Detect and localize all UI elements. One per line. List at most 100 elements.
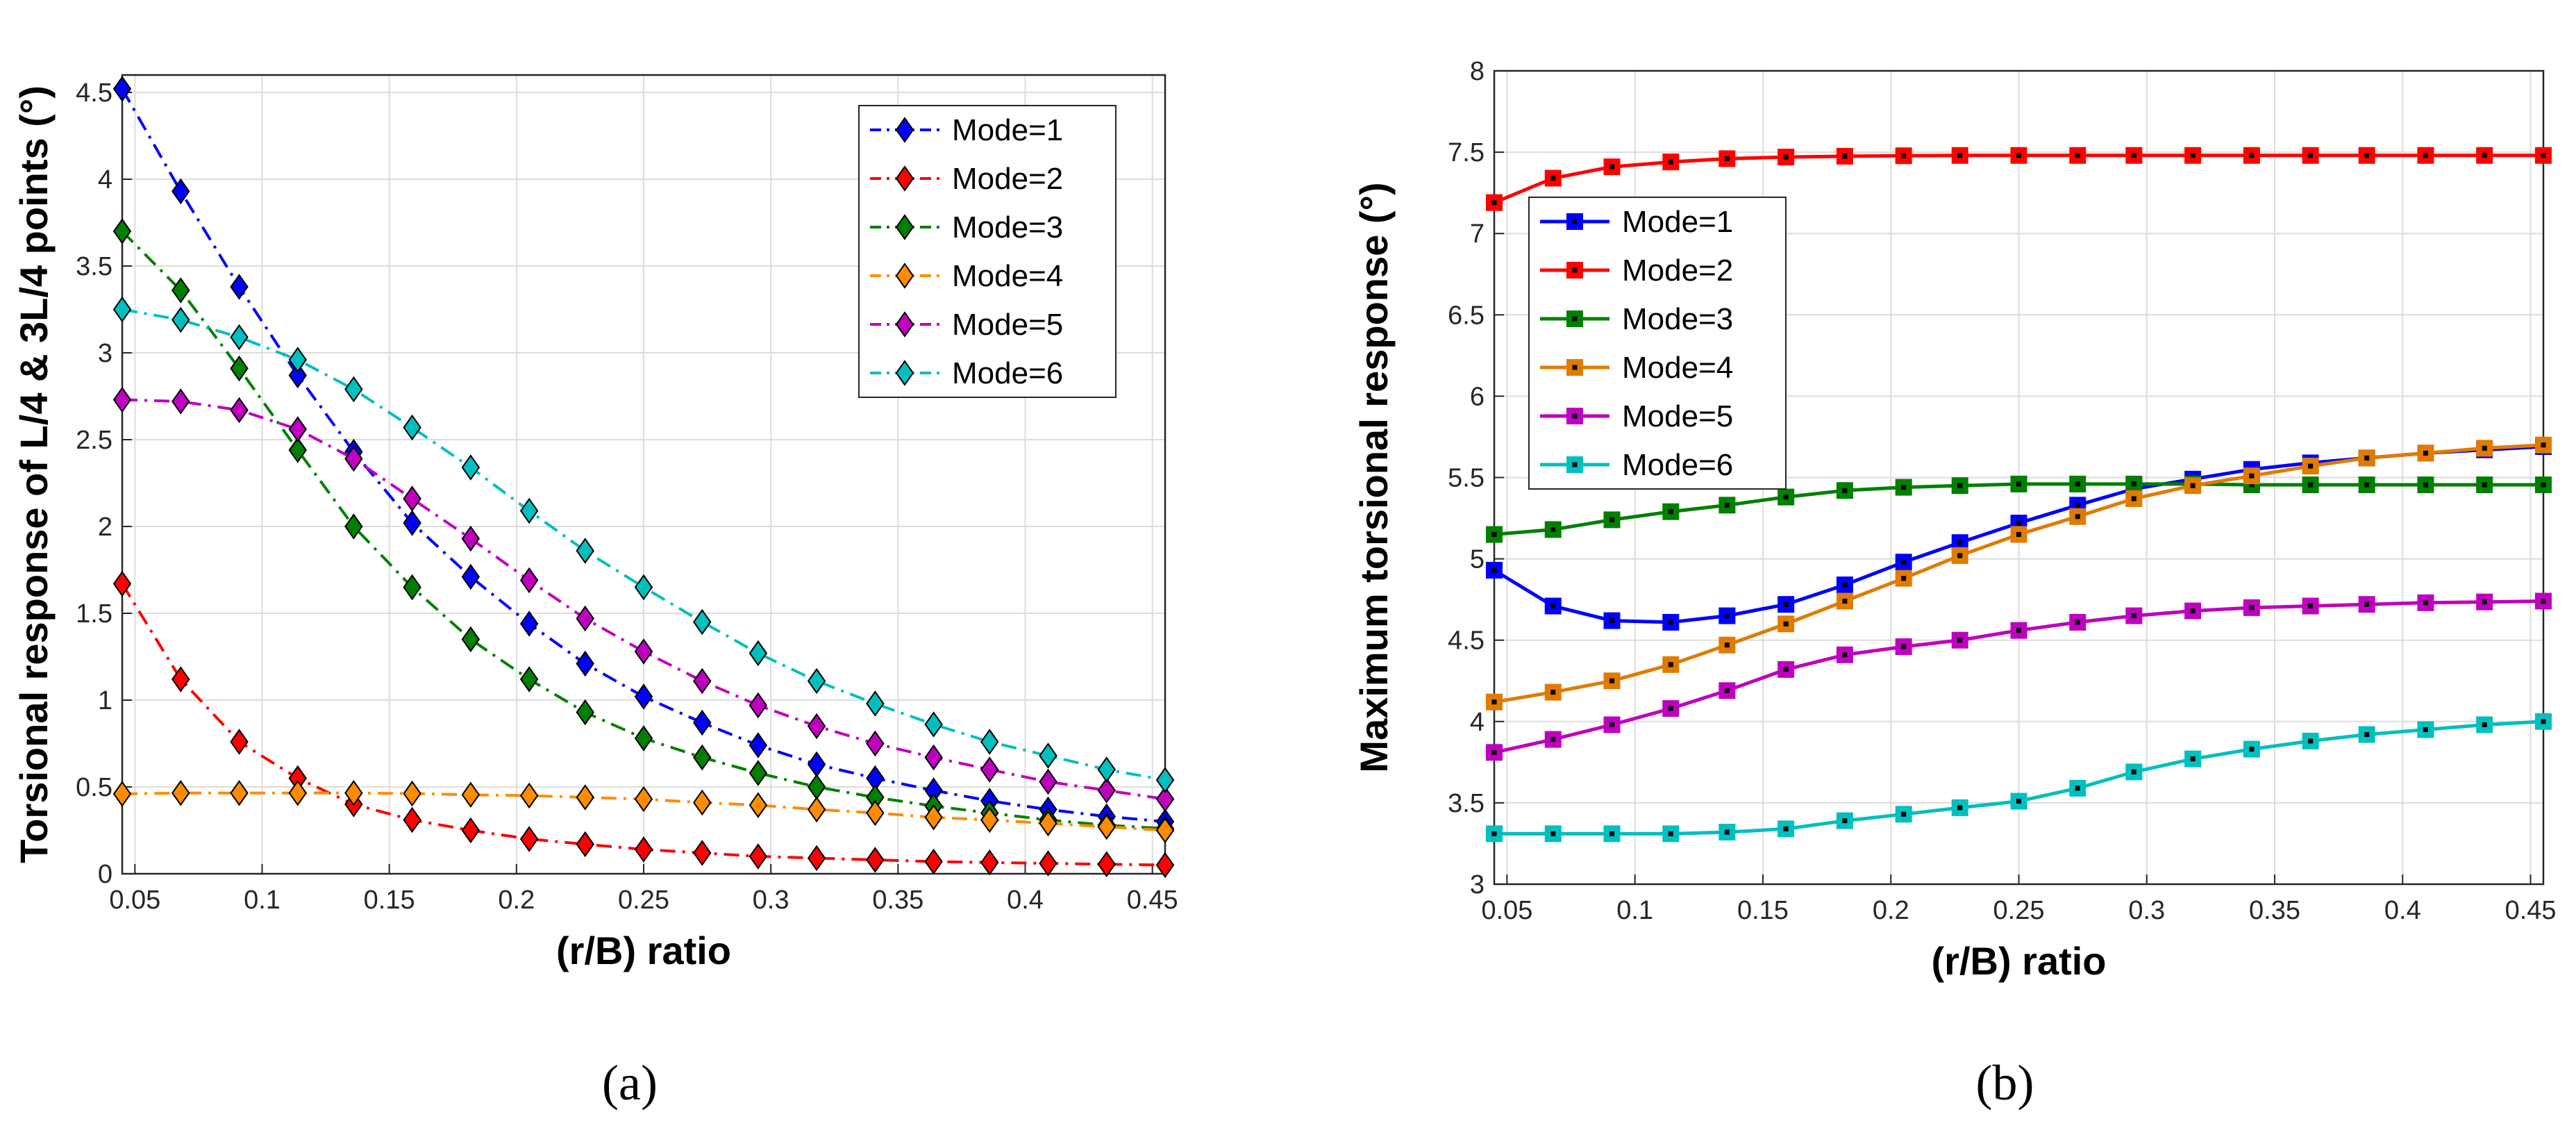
data-point-center [1724,642,1730,648]
data-point-center [2131,769,2136,774]
data-point-center [2131,153,2136,158]
x-tick-label: 0.15 [1737,896,1789,925]
data-point-center [2482,445,2487,451]
data-point-center [1783,621,1789,626]
data-point [807,796,826,823]
legend-label: Mode=5 [952,308,1063,342]
legend: Mode=1 Mode=2 Mode=3 Mode=4 Mode=5 Mode=6 [858,105,1116,398]
data-point-center [2075,481,2080,487]
data-point-center [2541,153,2546,158]
x-tick-label: 0.4 [1007,886,1044,915]
data-point-center [2364,455,2370,460]
data-point [924,711,943,738]
data-point [344,513,363,540]
data-point [519,611,539,637]
data-point-center [1609,164,1615,169]
data-point-center [1901,153,1907,158]
data-point-center [2249,747,2255,752]
data-point-center [2482,153,2487,158]
data-point [693,709,712,736]
data-point-center [1609,831,1615,836]
data-point-center [2075,502,2080,508]
data-point [693,789,712,816]
data-point [288,362,308,389]
data-point-center [2249,482,2255,488]
data-point-center [2308,604,2314,609]
x-tick-label: 0.4 [2384,896,2421,925]
data-point-center [1901,644,1907,649]
data-point-center [2016,520,2021,526]
data-point-center [1668,662,1673,667]
legend-marker-center [1572,316,1578,322]
data-point-center [1491,699,1497,705]
data-point [1097,756,1116,783]
data-point [1155,786,1175,813]
legend-marker [895,263,914,289]
data-point-center [1957,483,1963,488]
legend-marker-center [1572,219,1578,224]
data-point-center [1783,826,1789,831]
data-point [461,817,480,844]
data-point [866,847,885,873]
data-point-center [1609,678,1615,683]
data-point-center [1901,485,1907,490]
data-point [866,690,885,717]
data-point [344,376,363,403]
data-point [693,744,712,771]
legend-label: Mode=6 [1622,448,1733,482]
data-point-center [2075,786,2080,791]
data-point [693,608,712,636]
data-point-center [1609,618,1615,624]
data-point [1039,742,1057,769]
data-point [1097,851,1116,877]
data-point [519,826,539,852]
data-point-center [2249,605,2255,611]
y-tick-label: 3 [98,339,112,368]
data-point-center [2016,531,2021,537]
data-point-center [2423,727,2428,733]
y-tick-label: 1 [98,686,112,715]
data-point-center [1668,706,1673,711]
data-point [461,454,480,481]
legend-label: Mode=3 [952,210,1063,244]
data-point [230,780,249,806]
data-point-center [2541,482,2546,488]
y-tick-label: 5.5 [1448,464,1484,493]
x-tick-label: 0.45 [1127,886,1178,915]
series-4 [1486,436,2552,711]
y-tick-label: 0 [98,860,112,889]
data-point-center [2482,482,2487,488]
data-point [576,650,594,677]
data-point [403,574,421,601]
legend-marker-center [1572,413,1578,419]
y-tick-label: 6.5 [1448,301,1484,330]
data-point-center [1724,829,1730,835]
data-point-center [2364,732,2370,738]
data-point [924,744,943,771]
data-point-center [2308,738,2314,744]
panel-caption: (b) [1976,1055,2034,1111]
y-tick-label: 3.5 [76,252,112,281]
data-point [230,274,249,300]
series-2 [112,570,1175,879]
data-point-center [2249,153,2255,158]
legend-marker [895,165,914,192]
data-point [461,781,480,808]
y-axis-label: Maximum torsional response (°) [1352,182,1396,772]
panel-b: 0.05 0.1 0.15 0.2 0.25 0.3 0.35 0.4 0.45 3 3.5 4 4.5… [1352,57,2557,1111]
data-point [924,804,943,831]
data-point [807,713,826,740]
data-point [112,76,132,102]
x-tick-label: 0.2 [498,886,535,915]
legend-label: Mode=1 [952,113,1063,147]
data-point-center [2131,613,2136,619]
data-point-center [1491,200,1497,206]
series-2 [1486,147,2552,211]
x-tick-label: 0.45 [2505,896,2557,925]
legend-marker [895,117,914,143]
data-point-center [1842,488,1848,493]
data-point-center [1491,567,1497,573]
data-point-center [1901,559,1907,565]
y-tick-label: 7 [1470,219,1484,249]
data-point [403,510,421,536]
